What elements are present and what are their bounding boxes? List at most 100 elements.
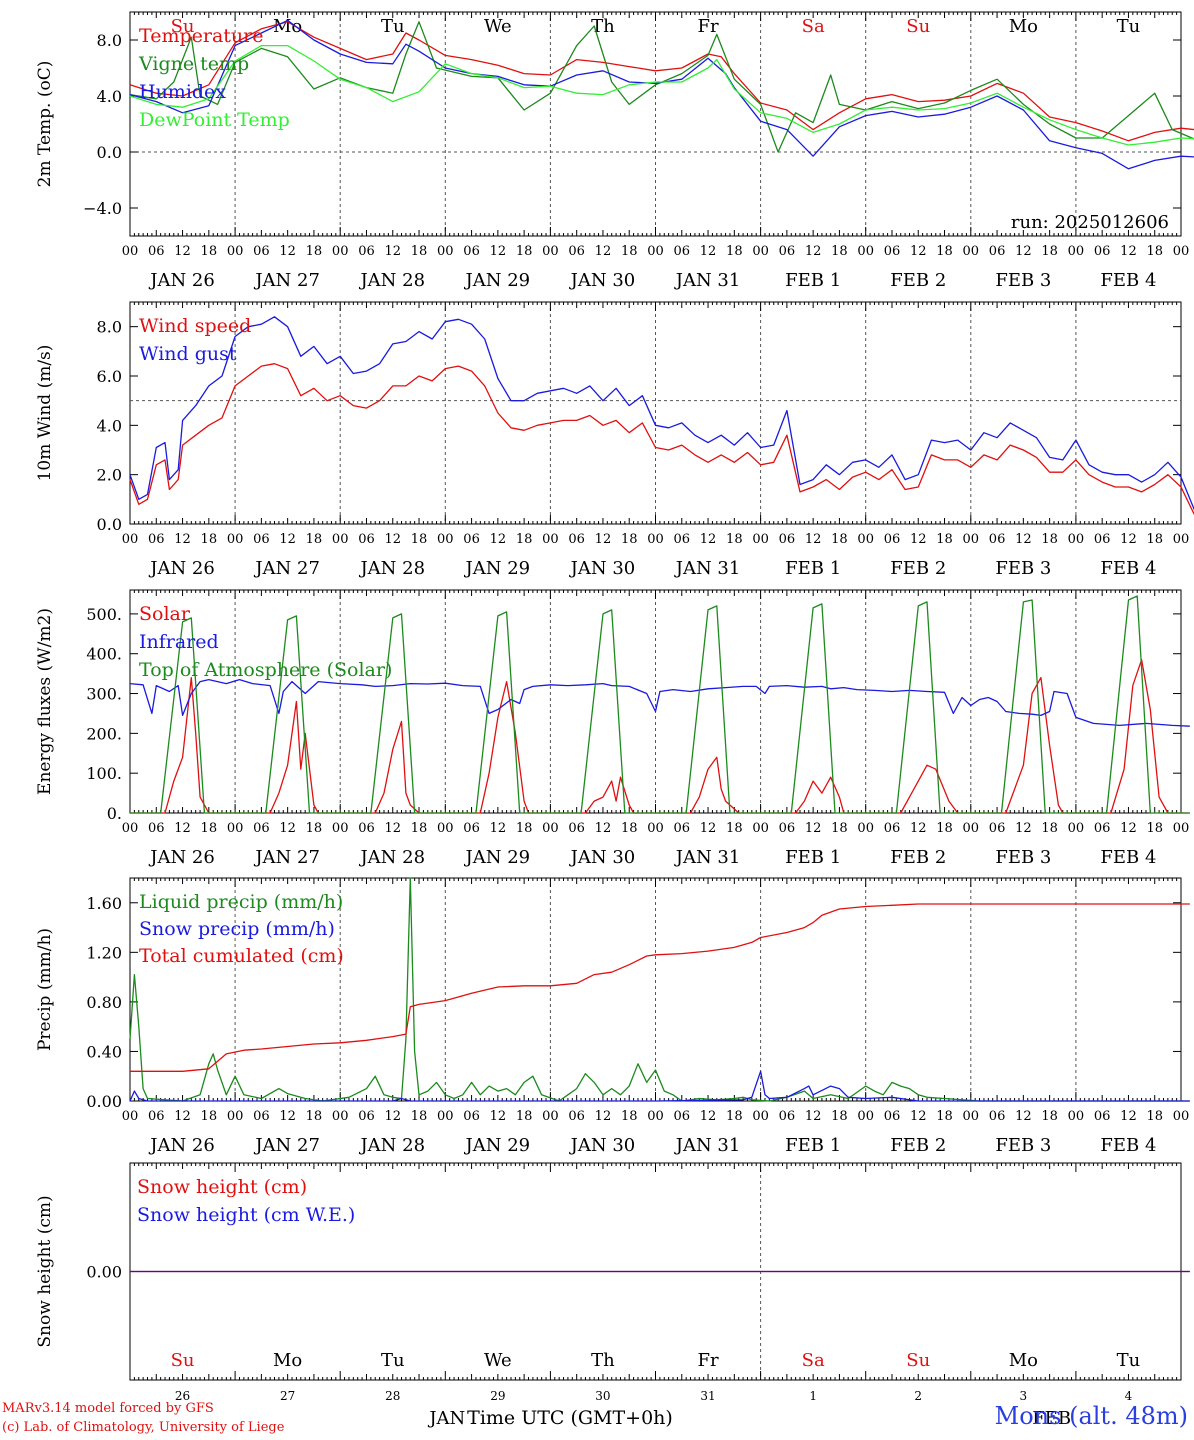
hour-tick-label: 06 — [568, 532, 585, 547]
hour-tick-label: 00 — [963, 532, 980, 547]
hour-tick-label: 06 — [148, 821, 165, 836]
hour-tick-label: 18 — [201, 1109, 218, 1124]
hour-tick-label: 06 — [989, 244, 1006, 259]
weekday-label: Su — [906, 16, 930, 37]
legend-entry: Wind speed — [139, 315, 251, 337]
hour-tick-label: 00 — [122, 532, 139, 547]
date-label: JAN 31 — [674, 558, 741, 579]
hour-tick-label: 12 — [490, 244, 507, 259]
weekday-label: Sa — [802, 16, 825, 37]
day-number: 26 — [175, 1389, 190, 1403]
y-tick-label: 0.00 — [86, 1263, 122, 1282]
hour-tick-label: 00 — [857, 532, 874, 547]
date-label: JAN 29 — [464, 847, 531, 868]
date-label: FEB 2 — [890, 847, 946, 868]
date-label: JAN 26 — [148, 847, 215, 868]
weekday-label: Th — [591, 16, 615, 37]
hour-tick-label: 00 — [437, 821, 454, 836]
weekday-label: Su — [906, 1350, 930, 1371]
hour-tick-label: 00 — [647, 532, 664, 547]
series-line — [130, 595, 1190, 814]
hour-tick-label: 00 — [963, 244, 980, 259]
hour-tick-label: 00 — [857, 821, 874, 836]
hour-tick-label: 12 — [805, 244, 822, 259]
hour-tick-label: 12 — [1015, 532, 1032, 547]
hour-tick-label: 06 — [358, 1109, 375, 1124]
hour-tick-label: 00 — [1173, 821, 1190, 836]
weekday-label: Su — [171, 16, 195, 37]
hour-tick-label: 00 — [857, 1109, 874, 1124]
hour-tick-label: 06 — [674, 821, 691, 836]
hour-tick-label: 12 — [490, 821, 507, 836]
y-tick-label: −4.0 — [83, 199, 122, 218]
hour-tick-label: 18 — [621, 821, 638, 836]
y-tick-label: 1.60 — [86, 894, 122, 913]
hour-tick-label: 00 — [752, 1109, 769, 1124]
series-line — [129, 44, 1194, 146]
hour-tick-label: 18 — [621, 244, 638, 259]
panel-4: 00 06 12 18 00 06 12 18 00 06 12 18 00 06 12 18 00 06 12 18… — [35, 877, 1190, 1156]
day-number: 27 — [280, 1389, 295, 1403]
hour-tick-label: 00 — [1173, 244, 1190, 259]
hour-tick-label: 06 — [568, 244, 585, 259]
hour-tick-label: 06 — [568, 821, 585, 836]
hour-tick-label: 00 — [963, 821, 980, 836]
hour-tick-label: 00 — [1068, 244, 1085, 259]
weekday-label: Sa — [802, 1350, 825, 1371]
hour-tick-label: 06 — [884, 244, 901, 259]
date-label: JAN 28 — [358, 558, 425, 579]
y-axis-label: Energy fluxes (W/m2) — [35, 608, 55, 795]
hour-tick-label: 18 — [411, 244, 428, 259]
hour-tick-label: 00 — [122, 1109, 139, 1124]
hour-tick-label: 18 — [726, 244, 743, 259]
hour-tick-label: 00 — [122, 821, 139, 836]
hour-tick-label: 18 — [201, 244, 218, 259]
weekday-label: Tu — [1117, 16, 1141, 37]
series-line — [130, 659, 1190, 814]
hour-tick-label: 18 — [726, 532, 743, 547]
y-axis-label: 10m Wind (m/s) — [35, 345, 55, 482]
hour-tick-label: 12 — [595, 821, 612, 836]
legend-entry: Liquid precip (mm/h) — [139, 891, 343, 913]
hour-tick-label: 00 — [227, 821, 244, 836]
date-label: JAN 27 — [253, 1135, 320, 1156]
weekday-label: We — [484, 1350, 512, 1371]
date-label: FEB 2 — [890, 558, 946, 579]
hour-tick-label: 00 — [1068, 821, 1085, 836]
y-tick-label: 6.0 — [97, 367, 122, 386]
hour-tick-label: 18 — [411, 1109, 428, 1124]
hour-tick-label: 18 — [1146, 244, 1163, 259]
hour-tick-label: 18 — [1146, 1109, 1163, 1124]
hour-tick-label: 06 — [148, 1109, 165, 1124]
date-label: JAN 30 — [569, 558, 636, 579]
date-label: FEB 1 — [785, 1135, 841, 1156]
y-axis-label: Snow height (cm) — [35, 1195, 55, 1347]
hour-tick-label: 12 — [595, 244, 612, 259]
hour-tick-label: 00 — [332, 1109, 349, 1124]
date-label: JAN 30 — [569, 1135, 636, 1156]
hour-tick-label: 12 — [279, 1109, 296, 1124]
date-label: FEB 3 — [995, 847, 1051, 868]
hour-tick-label: 00 — [227, 1109, 244, 1124]
hour-tick-label: 12 — [384, 244, 401, 259]
date-label: JAN 27 — [253, 558, 320, 579]
hour-tick-label: 06 — [148, 532, 165, 547]
hour-tick-label: 06 — [1094, 1109, 1111, 1124]
hour-tick-label: 06 — [358, 821, 375, 836]
hour-tick-label: 18 — [516, 1109, 533, 1124]
weekday-label: We — [484, 16, 512, 37]
date-label: FEB 2 — [890, 270, 946, 291]
hour-tick-label: 00 — [647, 821, 664, 836]
date-label: FEB 3 — [995, 270, 1051, 291]
hour-tick-label: 00 — [332, 532, 349, 547]
y-tick-label: 300. — [86, 685, 122, 704]
hour-tick-label: 12 — [1120, 821, 1137, 836]
hour-tick-label: 12 — [174, 1109, 191, 1124]
hour-tick-label: 12 — [174, 821, 191, 836]
y-tick-label: 200. — [86, 724, 122, 743]
hour-tick-label: 12 — [1015, 1109, 1032, 1124]
hour-tick-label: 00 — [647, 1109, 664, 1124]
hour-tick-label: 12 — [595, 532, 612, 547]
y-tick-label: 0.00 — [86, 1092, 122, 1111]
hour-tick-label: 18 — [516, 244, 533, 259]
